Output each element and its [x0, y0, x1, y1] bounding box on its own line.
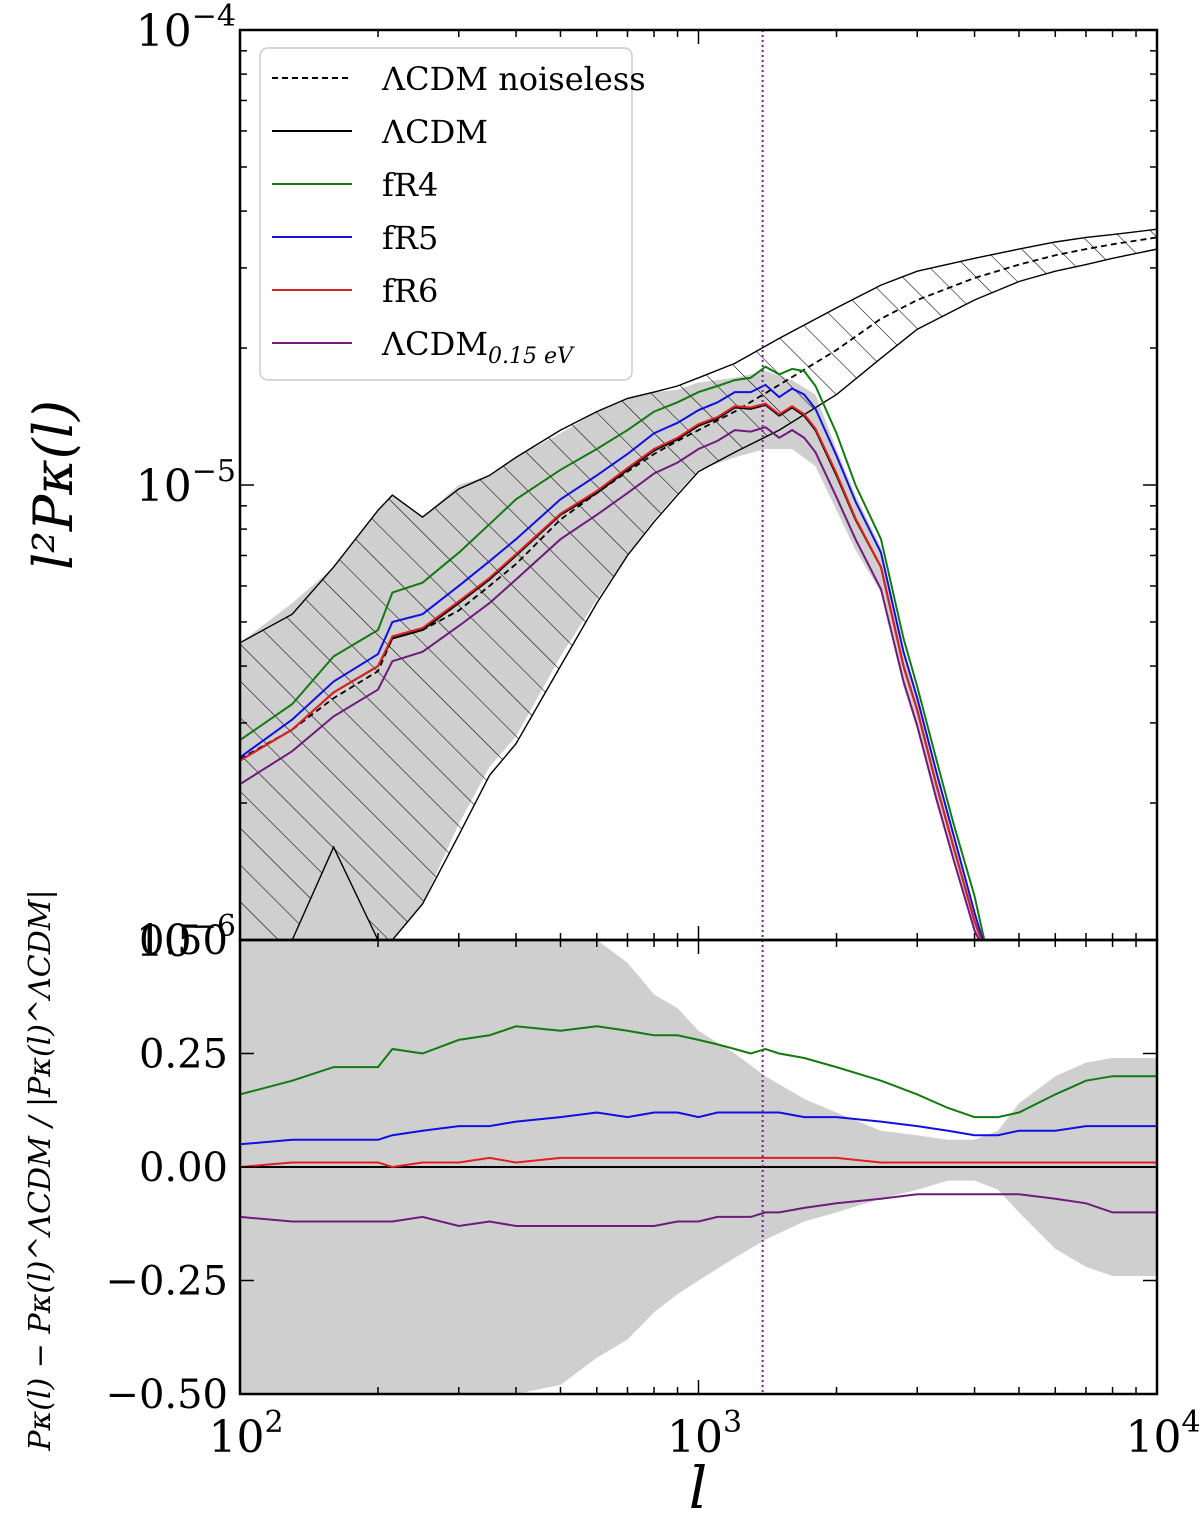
bottom-series-3: [240, 1193, 1157, 1228]
power-tick-label: 10−6: [136, 909, 236, 967]
ratio-tick-label: 0.00: [139, 1145, 228, 1191]
top-series-5: [240, 426, 981, 940]
power-tick-label: 104: [1125, 1405, 1200, 1463]
tick-labels: 10−6 10−5 10−4 102 103 104 0.50 0.25 0.00 −0.25 −0…: [105, 0, 1200, 1463]
top-y-axis-label: l²Pκ(l): [22, 400, 85, 570]
ratio-tick-label: 0.25: [139, 1032, 228, 1078]
top-hatched-band: [240, 229, 1157, 940]
legend-label: fR5: [382, 219, 438, 257]
legend-label: ΛCDM noiseless: [381, 60, 646, 98]
hatched-band-lower-edge: [240, 248, 1157, 940]
legend-label: fR6: [382, 272, 438, 310]
legend-label: ΛCDM: [381, 113, 488, 151]
bottom-ylabel-text: Pκ(l) − Pκ(l)^ΛCDM / |Pκ(l)^ΛCDM|: [23, 889, 58, 1451]
bottom-series-1: [240, 1111, 1157, 1146]
top-panel-lines: [240, 236, 1157, 940]
x-axis-label: l: [689, 1454, 708, 1522]
ratio-tick-label: −0.50: [105, 1372, 228, 1418]
top-series-4: [240, 402, 983, 940]
power-tick-label: 103: [667, 1405, 742, 1463]
top-series-2: [240, 365, 986, 940]
bottom-series-2: [240, 1156, 1157, 1169]
top-panel-bands: [240, 228, 1157, 940]
hatched-band-upper-edge: [240, 228, 1157, 644]
power-tick-label: 10−4: [136, 0, 236, 57]
bottom-y-axis-label: Pκ(l) − Pκ(l)^ΛCDM / |Pκ(l)^ΛCDM|: [23, 889, 58, 1451]
axis-ticks: [239, 30, 1157, 1395]
ratio-tick-label: 0.50: [139, 918, 228, 964]
top-ylabel-text: l²Pκ(l): [22, 400, 85, 570]
bottom-series-0: [240, 1025, 1157, 1119]
legend-box: [259, 47, 633, 381]
legend: ΛCDM noiseless ΛCDM fR4 fR5 fR6 ΛCDM0.15 eV: [259, 47, 646, 381]
bottom-panel-lines: [240, 1025, 1157, 1228]
legend-label: ΛCDM0.15 eV: [381, 325, 575, 369]
legend-label: fR4: [382, 166, 438, 204]
top-series-3: [240, 383, 984, 940]
ratio-tick-label: −0.25: [105, 1259, 228, 1305]
power-tick-label: 10−5: [136, 454, 236, 512]
power-tick-label: 102: [208, 1405, 283, 1463]
